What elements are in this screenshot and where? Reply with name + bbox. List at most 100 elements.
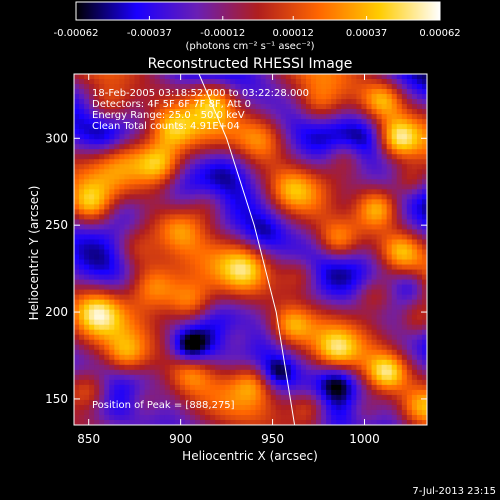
- heatmap-cell: [235, 364, 242, 371]
- heatmap-cell: [134, 404, 141, 411]
- heatmap-cell: [396, 299, 403, 306]
- heatmap-cell: [336, 349, 342, 356]
- heatmap-cell: [326, 74, 332, 80]
- heatmap-cell: [99, 154, 105, 160]
- heatmap-cell: [164, 94, 171, 100]
- heatmap-cell: [119, 109, 126, 115]
- heatmap-cell: [346, 329, 352, 336]
- heatmap-cell: [346, 344, 352, 351]
- heatmap-cell: [255, 104, 262, 110]
- heatmap-cell: [386, 99, 393, 105]
- heatmap-cell: [144, 284, 151, 291]
- heatmap-cell: [326, 364, 332, 371]
- heatmap-cell: [89, 114, 95, 120]
- heatmap-cell: [326, 224, 332, 231]
- heatmap-cell: [361, 214, 368, 221]
- heatmap-cell: [391, 299, 398, 306]
- heatmap-cell: [316, 134, 322, 140]
- heatmap-cell: [114, 329, 120, 336]
- heatmap-cell: [411, 259, 418, 266]
- heatmap-cell: [205, 214, 211, 221]
- heatmap-cell: [295, 304, 302, 311]
- heatmap-cell: [416, 334, 423, 341]
- heatmap-cell: [351, 264, 357, 271]
- heatmap-cell: [300, 284, 307, 291]
- heatmap-cell: [89, 339, 95, 346]
- heatmap-cell: [321, 149, 327, 155]
- heatmap-cell: [220, 414, 226, 421]
- heatmap-cell: [89, 164, 95, 170]
- heatmap-cell: [285, 389, 292, 396]
- heatmap-cell: [366, 244, 373, 251]
- heatmap-cell: [149, 189, 156, 195]
- heatmap-cell: [119, 344, 126, 351]
- heatmap-cell: [305, 109, 312, 115]
- heatmap-cell: [144, 174, 151, 180]
- heatmap-cell: [159, 174, 166, 180]
- heatmap-cell: [144, 119, 151, 125]
- heatmap-cell: [174, 74, 181, 80]
- heatmap-cell: [84, 339, 90, 346]
- heatmap-cell: [220, 234, 226, 241]
- heatmap-cell: [396, 304, 403, 311]
- heatmap-cell: [326, 169, 332, 175]
- heatmap-cell: [270, 309, 277, 316]
- heatmap-cell: [210, 164, 216, 170]
- heatmap-cell: [326, 324, 332, 331]
- heatmap-cell: [260, 169, 267, 175]
- heatmap-cell: [321, 369, 327, 376]
- heatmap-cell: [109, 94, 115, 100]
- heatmap-cell: [346, 94, 352, 100]
- heatmap-cell: [144, 329, 151, 336]
- heatmap-cell: [144, 189, 151, 195]
- heatmap-cell: [184, 309, 191, 316]
- heatmap-cell: [84, 269, 90, 276]
- heatmap-cell: [79, 304, 85, 311]
- heatmap-cell: [159, 379, 166, 386]
- heatmap-cell: [311, 189, 317, 195]
- heatmap-cell: [351, 354, 357, 361]
- heatmap-cell: [386, 74, 393, 80]
- heatmap-cell: [144, 89, 151, 95]
- heatmap-cell: [396, 114, 403, 120]
- heatmap-cell: [401, 389, 408, 396]
- heatmap-cell: [316, 289, 322, 296]
- heatmap-cell: [220, 259, 226, 266]
- heatmap-cell: [99, 324, 105, 331]
- heatmap-cell: [361, 314, 368, 321]
- heatmap-cell: [89, 274, 95, 281]
- heatmap-cell: [351, 229, 357, 236]
- heatmap-cell: [149, 204, 156, 210]
- heatmap-cell: [79, 159, 85, 165]
- heatmap-cell: [275, 199, 282, 205]
- heatmap-cell: [129, 94, 136, 100]
- heatmap-cell: [195, 199, 201, 205]
- heatmap-cell: [200, 174, 206, 180]
- heatmap-cell: [174, 284, 181, 291]
- heatmap-cell: [215, 219, 221, 226]
- heatmap-cell: [205, 179, 211, 185]
- heatmap-cell: [119, 404, 126, 411]
- heatmap-cell: [321, 354, 327, 361]
- heatmap-cell: [79, 104, 85, 110]
- heatmap-cell: [321, 184, 327, 190]
- heatmap-cell: [89, 289, 95, 296]
- heatmap-cell: [341, 169, 347, 175]
- heatmap-cell: [381, 119, 388, 125]
- heatmap-cell: [225, 219, 231, 226]
- heatmap-cell: [366, 294, 373, 301]
- heatmap-cell: [174, 99, 181, 105]
- heatmap-cell: [416, 379, 423, 386]
- heatmap-cell: [331, 234, 337, 241]
- heatmap-cell: [346, 389, 352, 396]
- heatmap-cell: [225, 344, 231, 351]
- heatmap-cell: [376, 239, 383, 246]
- heatmap-cell: [416, 174, 423, 180]
- heatmap-cell: [311, 129, 317, 135]
- heatmap-cell: [336, 114, 342, 120]
- heatmap-cell: [169, 334, 176, 341]
- heatmap-cell: [230, 399, 236, 406]
- heatmap-cell: [371, 79, 378, 85]
- heatmap-cell: [280, 174, 287, 180]
- heatmap-cell: [124, 79, 131, 85]
